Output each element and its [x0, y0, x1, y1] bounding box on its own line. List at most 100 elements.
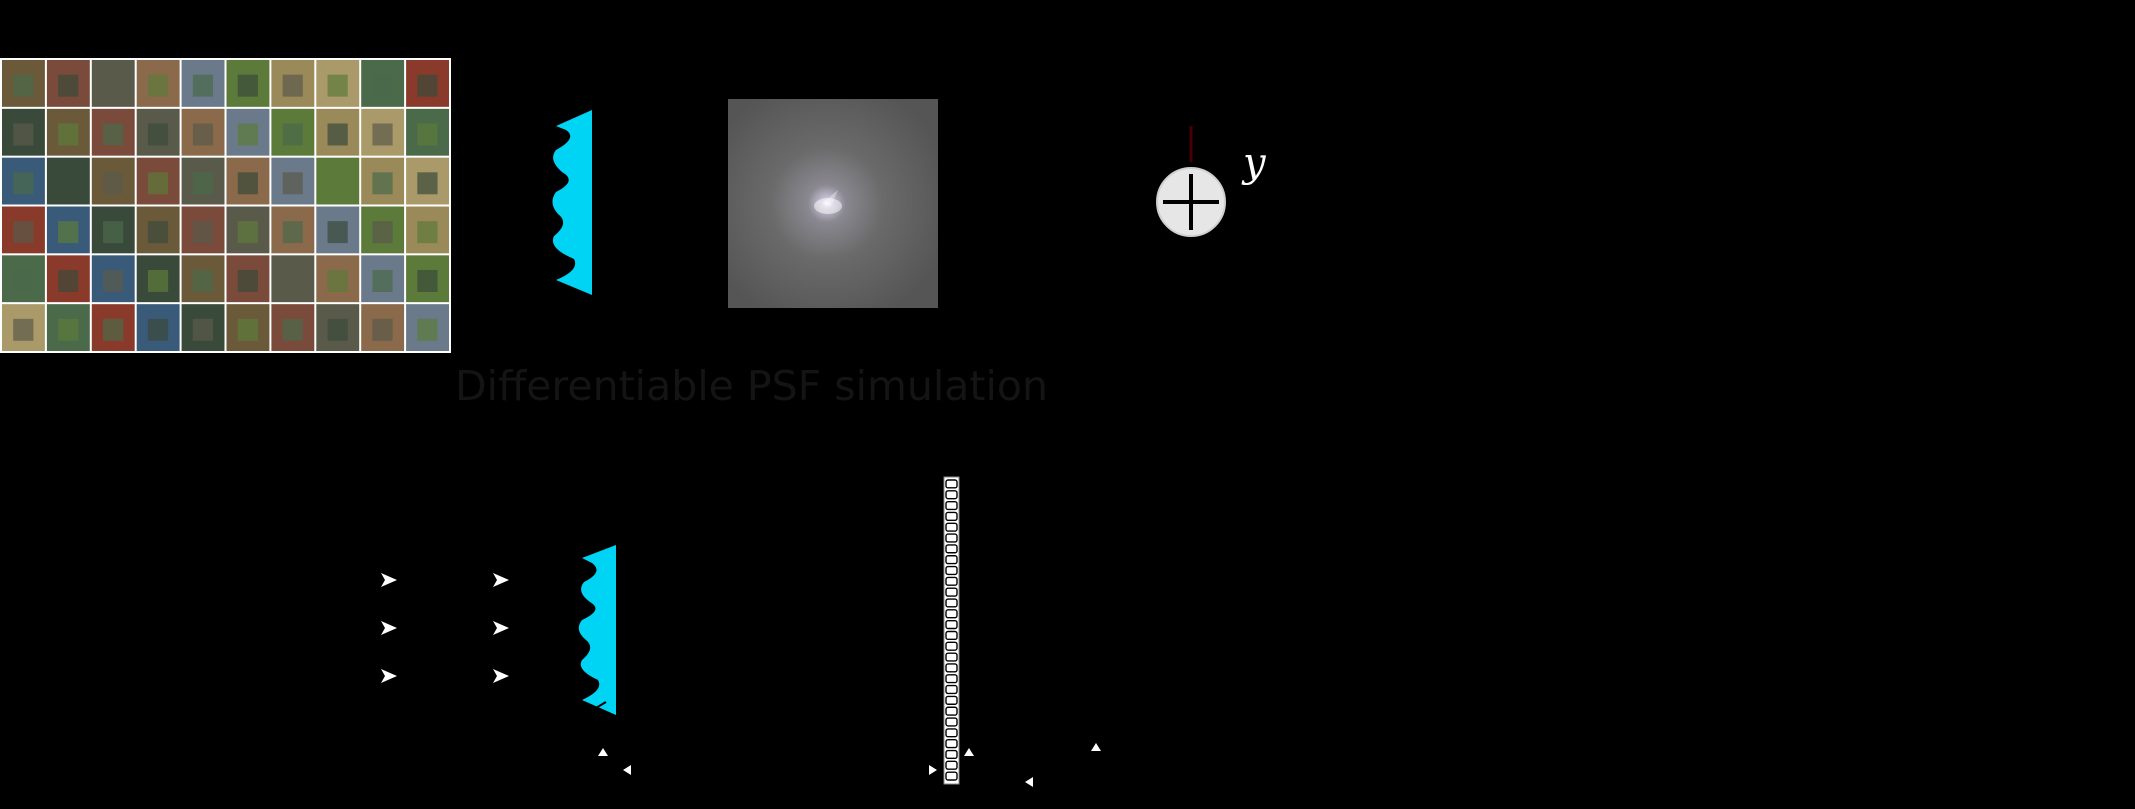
arrowhead-icon [1091, 743, 1101, 751]
thumbnail-content [147, 123, 169, 146]
thumbnail-content [237, 221, 258, 244]
sensor-pixel [945, 522, 958, 532]
thumbnail-content [417, 123, 438, 146]
sensor-pixel [945, 479, 958, 489]
thumbnail-content [13, 318, 34, 341]
thumbnail-content [372, 269, 393, 292]
thumbnail-content [147, 74, 169, 97]
sensor-pixel-array [943, 476, 960, 785]
thumbnail-content [282, 221, 303, 244]
sensor-pixel [945, 717, 958, 727]
arrowhead-icon [493, 669, 509, 683]
sensor-pixel [945, 555, 958, 565]
thumbnail-content [282, 269, 303, 292]
arrowhead-icon [493, 573, 509, 587]
sensor-pixel [945, 500, 958, 511]
thumbnail-content [13, 221, 34, 244]
thumbnail-content [147, 318, 169, 341]
thumbnail-content [192, 221, 214, 244]
thumbnail-content [417, 221, 438, 244]
thumbnail-content [327, 74, 348, 97]
thumbnail-content [282, 318, 303, 341]
sensor-pixel [945, 641, 958, 651]
psf-image [728, 99, 938, 308]
thumbnail-content [103, 123, 124, 146]
sensor-pixel [945, 771, 958, 781]
thumbnail-content [417, 172, 438, 195]
adder-node [1156, 126, 1226, 237]
thumbnail-content [372, 318, 393, 341]
metalens-icon-top [552, 110, 592, 295]
thumbnail-content [372, 123, 393, 146]
thumbnail-content [192, 172, 214, 195]
thumbnail-content [192, 318, 214, 341]
sensor-pixel [945, 576, 958, 586]
thumbnail-content [147, 221, 169, 244]
sensor-pixel [945, 490, 958, 500]
thumbnail-content [58, 172, 79, 195]
output-label-y: y [1243, 140, 1266, 186]
metalens-top-shape [552, 110, 592, 295]
thumbnail-content [58, 123, 79, 146]
sensor-pixel [945, 706, 958, 716]
sensor-pixel [945, 749, 958, 760]
thumbnail-content [103, 221, 124, 244]
thumbnail-content [58, 74, 79, 97]
dataset-image-grid [0, 58, 451, 353]
thumbnail-content [13, 74, 34, 97]
incident-ray-arrows [381, 573, 509, 683]
sensor-pixel [945, 619, 958, 630]
thumbnail-content [372, 74, 393, 97]
thumbnail-content [147, 172, 169, 195]
thumbnail-content [282, 172, 303, 195]
sensor-pixel [945, 630, 958, 641]
sensor-pixel [945, 533, 958, 543]
thumbnail-content [417, 74, 438, 97]
arrowhead-icon [1025, 777, 1033, 787]
sensor-pixel [945, 674, 958, 684]
thumbnail-content [372, 221, 393, 244]
thumbnail-content [103, 269, 124, 292]
thumbnail-content [192, 269, 214, 292]
thumbnail-content [372, 172, 393, 195]
sensor-pixel [945, 587, 958, 597]
thumbnail-content [327, 221, 348, 244]
thumbnail-content [103, 172, 124, 195]
thumbnail-content [13, 123, 34, 146]
arrowhead-icon [929, 765, 937, 775]
thumbnail-content [282, 123, 303, 146]
section-title: Differentiable PSF simulation [455, 362, 1048, 410]
sensor-pixel [945, 544, 958, 554]
focus-ray [561, 701, 607, 729]
sensor-pixel [945, 565, 958, 576]
thumbnail-content [13, 172, 34, 195]
thumbnail-content [192, 123, 214, 146]
axis-arrowheads [598, 743, 1101, 787]
sensor-pixel [945, 760, 958, 770]
thumbnail-content [327, 123, 348, 146]
sensor-pixel [945, 684, 958, 695]
thumbnail-content [58, 221, 79, 244]
thumbnail-content [58, 269, 79, 292]
sensor-pixel [945, 663, 958, 673]
sensor-pixel [945, 609, 958, 619]
arrowhead-icon [964, 748, 974, 756]
pixel-array-icon [945, 479, 958, 781]
thumbnail-content [417, 269, 438, 292]
thumbnail-content [327, 172, 348, 195]
arrowhead-icon [493, 621, 509, 635]
thumbnail-content [282, 74, 303, 97]
arrowhead-icon [381, 573, 397, 587]
thumbnail-content [237, 74, 258, 97]
thumbnail-content [58, 318, 79, 341]
arrowhead-icon [623, 765, 631, 775]
thumbnail-content [192, 74, 214, 97]
arrowhead-icon [381, 669, 397, 683]
metalens-icon-bottom [561, 545, 616, 729]
thumbnail-content [237, 318, 258, 341]
thumbnail-content [327, 318, 348, 341]
arrowhead-icon [381, 621, 397, 635]
sensor-pixel [945, 511, 958, 521]
thumbnail-content [147, 269, 169, 292]
